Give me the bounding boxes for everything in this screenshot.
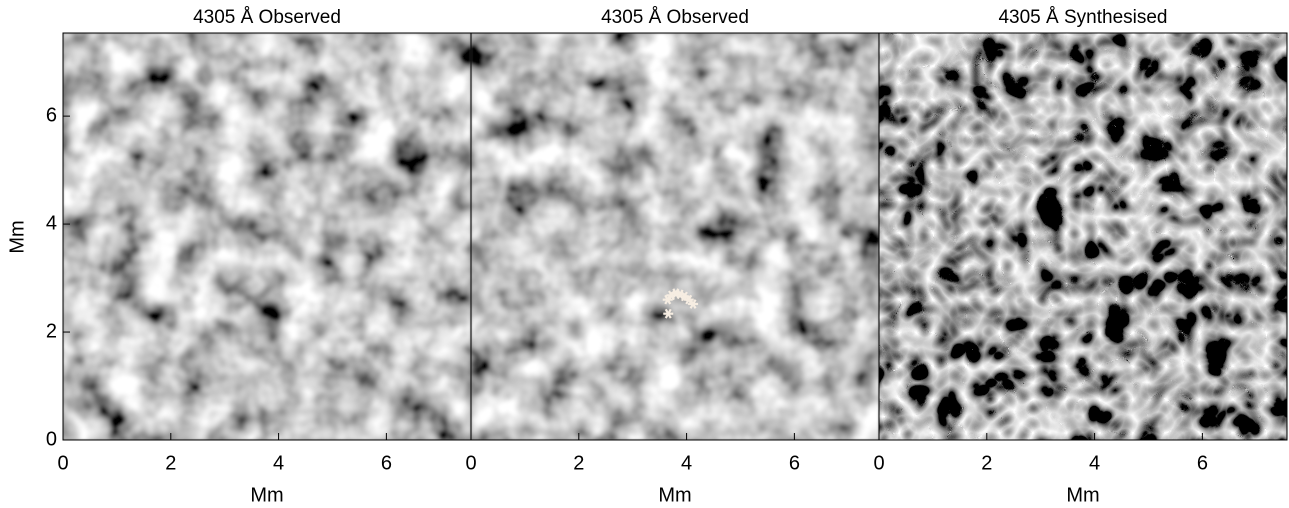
y-tick-label: 2 — [46, 320, 57, 342]
x-tick-label: 2 — [573, 452, 584, 474]
x-tick-label: 4 — [1089, 452, 1100, 474]
marker-stroke — [685, 294, 693, 305]
marker-stroke — [689, 299, 697, 309]
x-tick-label: 2 — [981, 452, 992, 474]
x-axis-label: Mm — [1066, 484, 1099, 506]
marker-stroke — [676, 289, 684, 300]
panel-title: 4305 Å Synthesised — [998, 7, 1167, 28]
x-tick-label: 6 — [789, 452, 800, 474]
intensity-image — [63, 33, 471, 440]
marker — [663, 308, 674, 319]
x-tick-label: 0 — [465, 452, 476, 474]
x-tick-label: 6 — [1197, 452, 1208, 474]
marker — [662, 294, 673, 305]
panel-title: 4305 Å Observed — [601, 7, 749, 28]
marker-stroke — [680, 291, 688, 302]
frame — [878, 32, 1288, 441]
marker — [683, 294, 694, 305]
x-tick-label: 4 — [681, 452, 692, 474]
intensity-image — [879, 33, 1287, 440]
y-axis-label: Mm — [6, 220, 28, 253]
x-axis-label: Mm — [658, 484, 691, 506]
y-tick-label: 4 — [46, 212, 57, 234]
marker-stroke — [664, 308, 672, 319]
marker-stroke — [664, 294, 672, 305]
x-tick-label: 4 — [273, 452, 284, 474]
x-tick-label: 0 — [57, 452, 68, 474]
x-tick-label: 2 — [165, 452, 176, 474]
intensity-image — [471, 33, 879, 440]
x-tick-label: 6 — [381, 452, 392, 474]
y-tick-label: 0 — [46, 428, 57, 450]
x-axis-label: Mm — [250, 484, 283, 506]
x-tick-label: 0 — [873, 452, 884, 474]
marker — [688, 299, 699, 309]
panel-title: 4305 Å Observed — [193, 7, 341, 28]
y-tick-label: 6 — [46, 104, 57, 126]
